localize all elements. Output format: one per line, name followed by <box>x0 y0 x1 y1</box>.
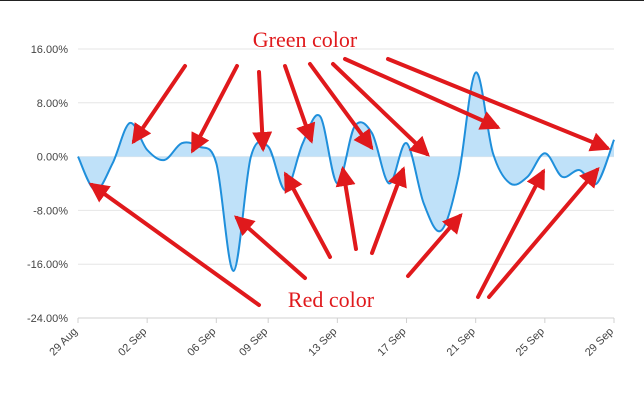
annotation-arrow <box>406 212 463 278</box>
x-tick-label: 29 Sep <box>583 326 616 359</box>
annotation-arrow <box>370 166 407 255</box>
x-tick-label: 29 Aug <box>47 326 80 359</box>
annotation-arrow <box>308 62 374 151</box>
annotation-arrow <box>284 171 332 259</box>
x-tick-label: 25 Sep <box>514 326 547 359</box>
annotation-red-label: Red color <box>288 287 375 312</box>
annotation-arrow <box>476 168 545 299</box>
annotation-arrow <box>487 166 600 299</box>
x-tick-label: 21 Sep <box>445 326 478 359</box>
annotation-arrow <box>335 166 358 251</box>
annotation-arrow <box>331 62 430 157</box>
annotation-arrow <box>386 57 611 152</box>
annotation-arrow <box>252 70 273 152</box>
x-tick-label: 13 Sep <box>306 326 339 359</box>
y-tick-label: 8.00% <box>37 98 68 110</box>
annotation-arrow <box>283 64 316 144</box>
y-tick-label: -24.00% <box>27 313 68 325</box>
y-tick-label: -8.00% <box>33 205 68 217</box>
y-tick-label: 0.00% <box>37 152 68 164</box>
annotation-arrow <box>234 215 307 280</box>
x-tick-label: 06 Sep <box>185 326 218 359</box>
annotation-arrow <box>131 64 187 145</box>
x-tick-label: 02 Sep <box>116 326 149 359</box>
x-tick-label: 17 Sep <box>375 326 408 359</box>
annotation-green-label: Green color <box>253 27 358 52</box>
annotation-arrow <box>343 57 501 130</box>
top-border <box>0 0 644 1</box>
y-tick-label: 16.00% <box>31 44 69 56</box>
annotation-arrows <box>88 57 611 307</box>
x-tick-label: 09 Sep <box>237 326 270 359</box>
series-line <box>77 71 615 272</box>
annotation-arrow <box>88 182 261 307</box>
annotations: Green color Red color <box>253 27 375 312</box>
annotation-arrow <box>191 64 239 154</box>
y-tick-label: -16.00% <box>27 259 68 271</box>
